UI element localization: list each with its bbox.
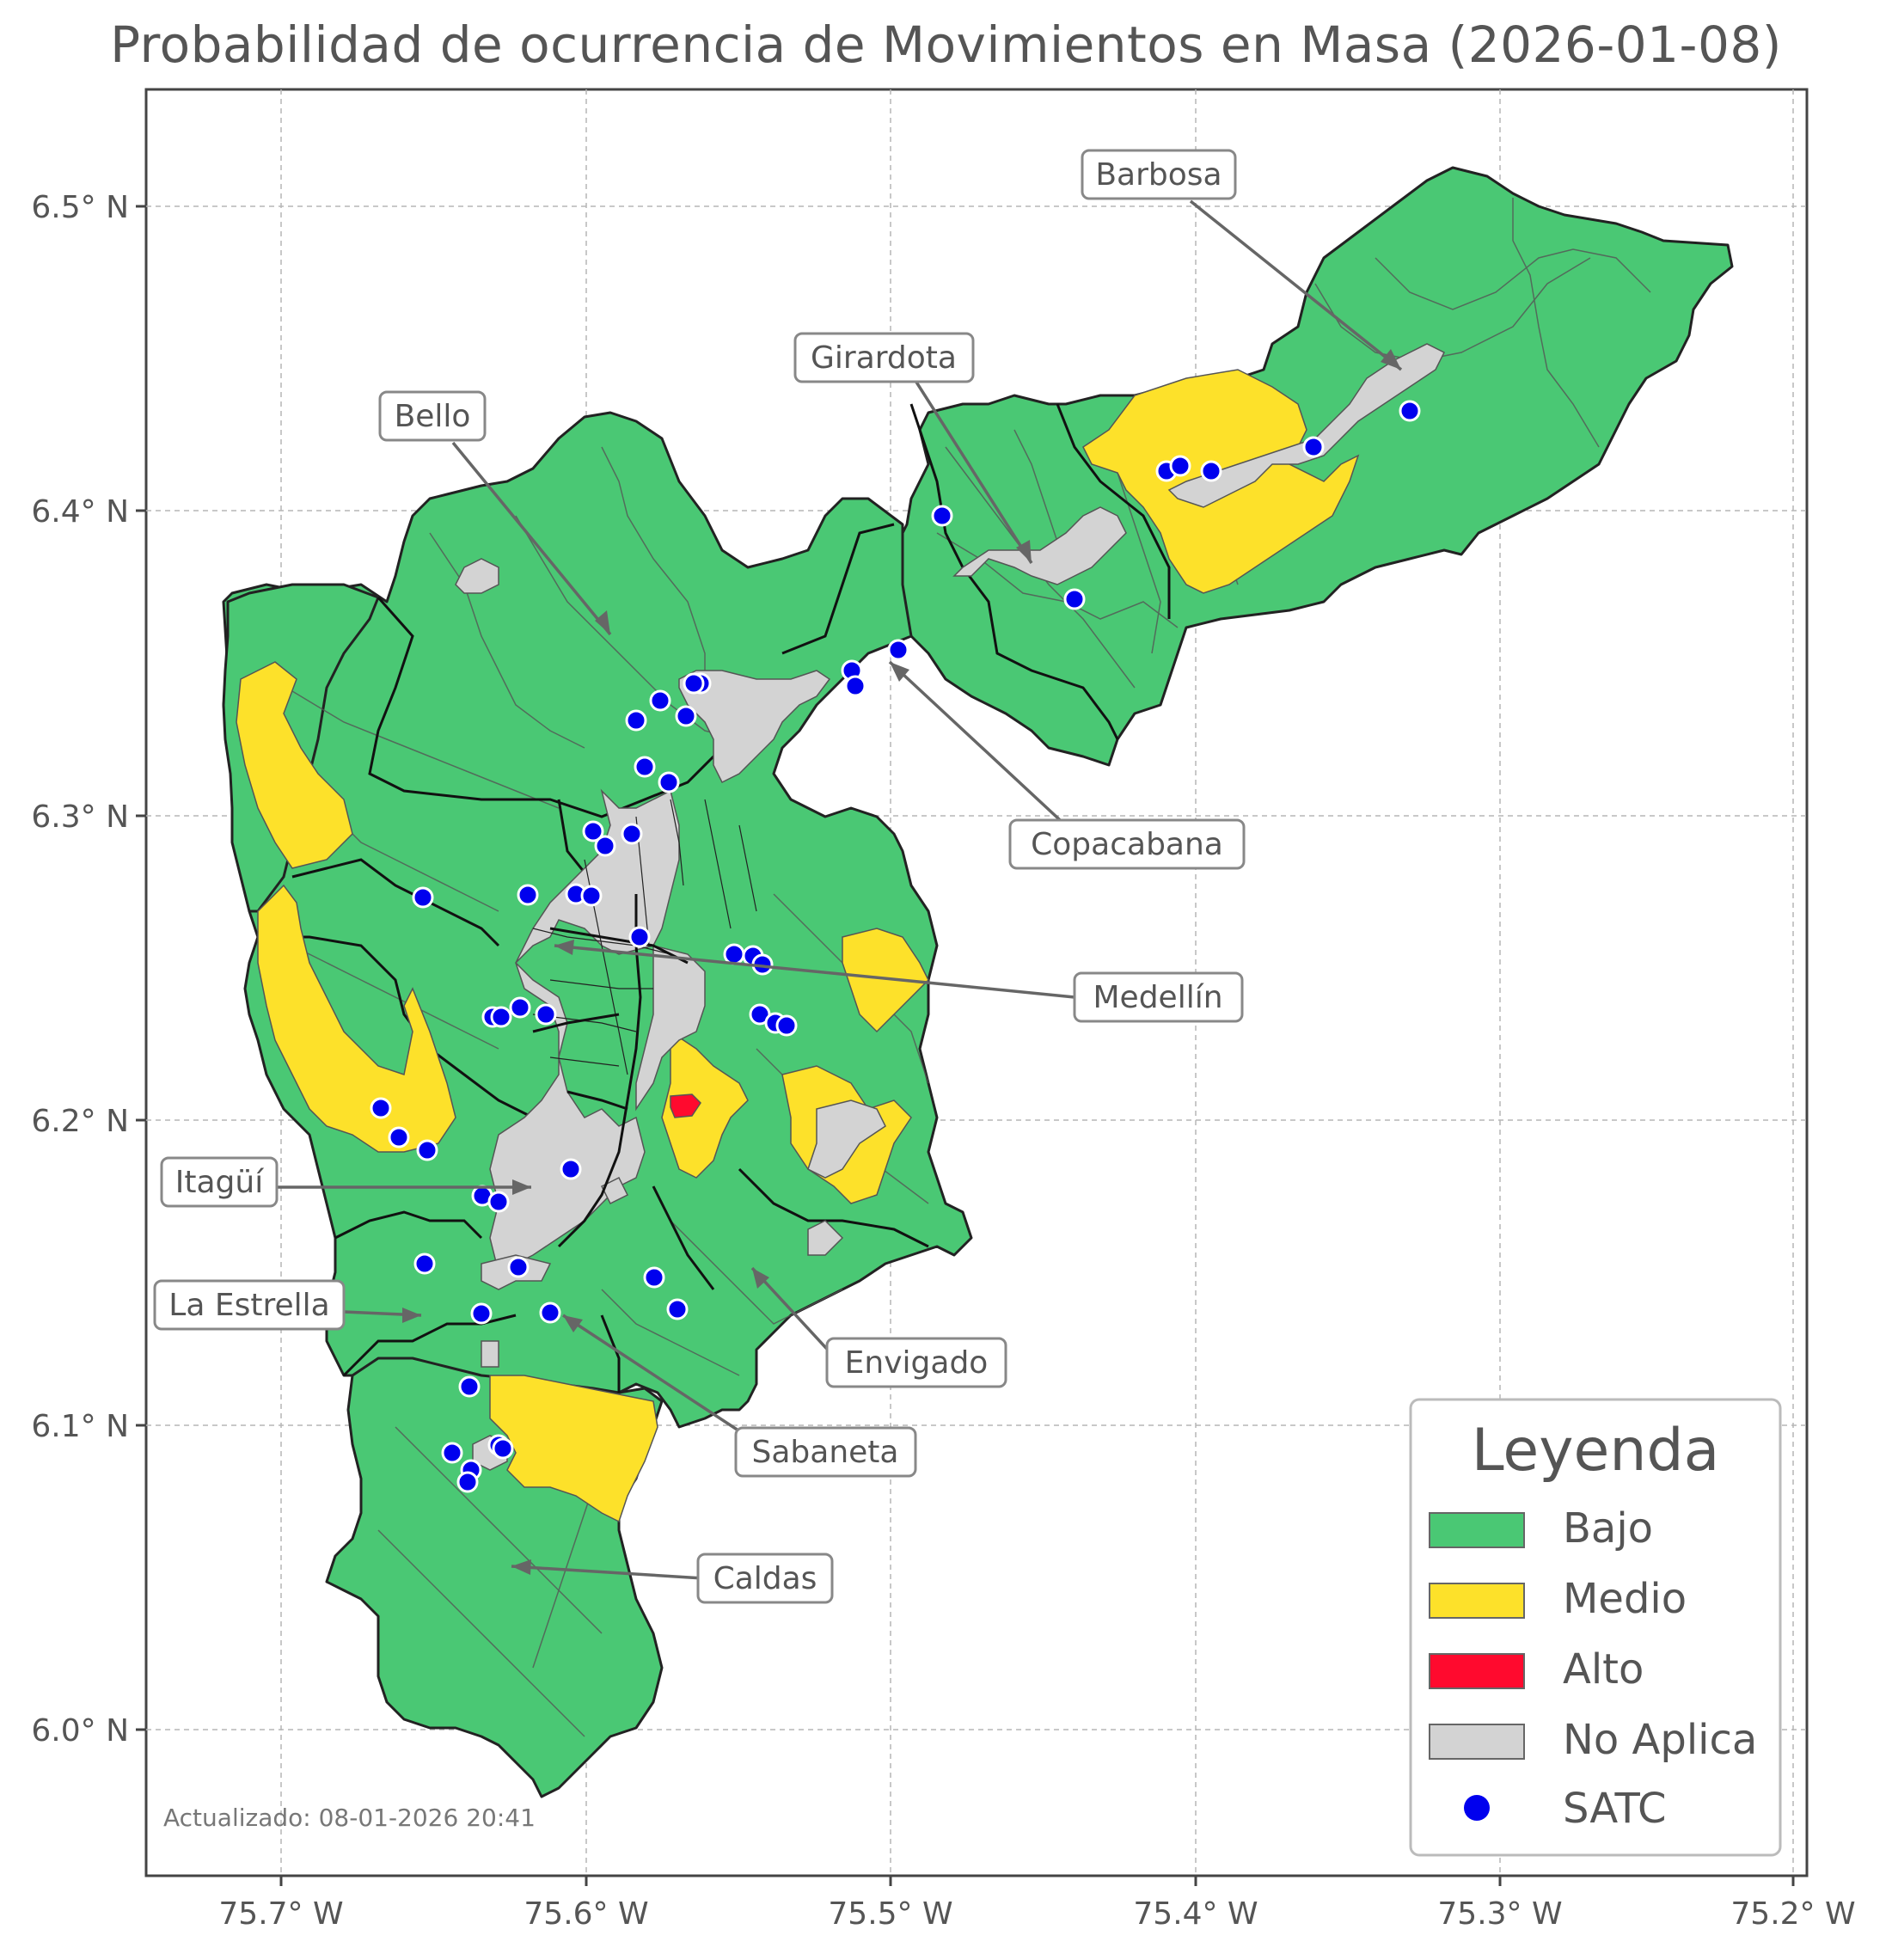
label-medellin: Medellín — [1073, 971, 1244, 1023]
legend-label: SATC — [1563, 1785, 1667, 1833]
label-la-estrella: La Estrella — [153, 1279, 346, 1331]
lat-tick-label: 6.5° N — [31, 190, 129, 225]
label-envigado: Envigado — [825, 1337, 1007, 1388]
medellin-main-roads — [532, 894, 689, 1248]
legend-swatch-medio — [1429, 1583, 1525, 1619]
label-bello: Bello — [378, 390, 487, 442]
lon-tick-label: 75.4° W — [1133, 1896, 1258, 1932]
map-title: Probabilidad de ocurrencia de Movimiento… — [110, 15, 1782, 74]
legend-title: Leyenda — [1472, 1417, 1720, 1485]
label-girardota: Girardota — [793, 332, 975, 383]
label-itagui: Itagüí — [160, 1156, 279, 1208]
lat-tick-label: 6.1° N — [31, 1409, 129, 1444]
tick-marks — [136, 205, 1795, 1886]
legend-label: No Aplica — [1563, 1716, 1757, 1764]
update-timestamp: Actualizado: 08-01-2026 20:41 — [163, 1804, 536, 1832]
risk-layer-alto — [670, 1093, 701, 1118]
lon-tick-label: 75.6° W — [524, 1896, 648, 1932]
lat-tick-label: 6.0° N — [31, 1713, 129, 1749]
lon-tick-label: 75.5° W — [828, 1896, 952, 1932]
lat-tick-label: 6.2° N — [31, 1104, 129, 1139]
legend-label: Alto — [1563, 1645, 1644, 1694]
legend-label: Medio — [1563, 1575, 1687, 1623]
label-text: Barbosa — [1095, 157, 1222, 193]
label-text: Medellín — [1093, 980, 1222, 1015]
label-text: Girardota — [811, 340, 957, 376]
legend-swatch-bajo — [1429, 1512, 1525, 1548]
label-text: Bello — [395, 399, 471, 434]
legend-swatch-no-aplica — [1429, 1724, 1525, 1760]
lat-tick-label: 6.4° N — [31, 494, 129, 530]
satc-stations — [370, 400, 1421, 1493]
legend-swatch-alto — [1429, 1653, 1525, 1689]
lon-tick-label: 75.2° W — [1730, 1896, 1855, 1932]
label-text: Itagüí — [175, 1165, 264, 1200]
municipality-labels: Barbosa Girardota Bello Copacabana Medel… — [153, 149, 1246, 1604]
arrow-heads — [402, 349, 1401, 1575]
lon-tick-label: 75.3° W — [1437, 1896, 1562, 1932]
annotation-arrows — [277, 199, 1403, 1580]
label-sabaneta: Sabaneta — [734, 1426, 917, 1478]
lat-tick-label: 6.3° N — [31, 799, 129, 835]
risk-layer-no-aplica — [455, 343, 1446, 1471]
legend-swatch-satc — [1464, 1795, 1490, 1821]
label-text: Copacabana — [1031, 827, 1223, 862]
legend-label: Bajo — [1563, 1504, 1653, 1553]
label-barbosa: Barbosa — [1081, 149, 1237, 200]
label-caldas: Caldas — [696, 1553, 834, 1604]
lon-tick-label: 75.7° W — [218, 1896, 343, 1932]
label-copacabana: Copacabana — [1008, 818, 1246, 870]
label-text: La Estrella — [168, 1288, 329, 1323]
label-text: Caldas — [713, 1561, 817, 1596]
label-text: Sabaneta — [752, 1435, 899, 1470]
label-text: Envigado — [845, 1345, 989, 1381]
legend: Leyenda Bajo Medio Alto No Aplica SATC — [1409, 1398, 1782, 1857]
